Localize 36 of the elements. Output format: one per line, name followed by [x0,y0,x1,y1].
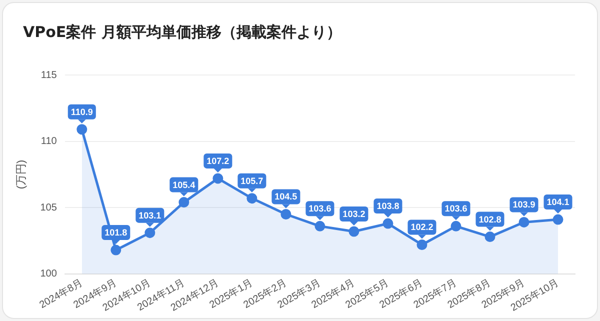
data-label: 110.9 [70,106,93,117]
data-label: 103.1 [138,210,162,220]
data-label: 105.4 [172,180,196,190]
y-tick-label: 115 [40,70,58,81]
point [314,220,326,232]
point [552,214,564,225]
point [246,193,258,204]
point [280,208,292,220]
point [144,228,156,238]
y-tick-label: 110 [40,136,58,148]
data-label: 103.6 [308,204,332,214]
point [450,220,462,232]
data-label: 103.6 [444,204,468,214]
chart-title: VPoE案件 月額平均単価推移（掲載案件より） [23,23,342,42]
data-label: 103.8 [376,201,400,212]
data-label: 102.2 [410,222,434,232]
point [110,244,122,256]
data-label: 101.8 [104,228,128,238]
point [76,124,88,135]
data-label: 103.9 [512,200,536,210]
point [518,216,530,228]
data-label: 104.5 [274,192,298,202]
point [416,240,428,250]
point [348,226,360,237]
data-label: 107.2 [206,156,230,166]
data-label: 105.7 [240,176,264,186]
y-tick-label: 100 [40,268,58,280]
y-tick-label: 105 [40,202,58,214]
point [178,197,190,208]
data-label: 104.1 [546,197,570,208]
point [484,232,496,242]
point [382,218,394,229]
data-label: 102.8 [478,214,502,224]
y-axis-title: (万円) [16,160,28,190]
data-label: 103.2 [342,208,366,219]
point [212,173,224,184]
